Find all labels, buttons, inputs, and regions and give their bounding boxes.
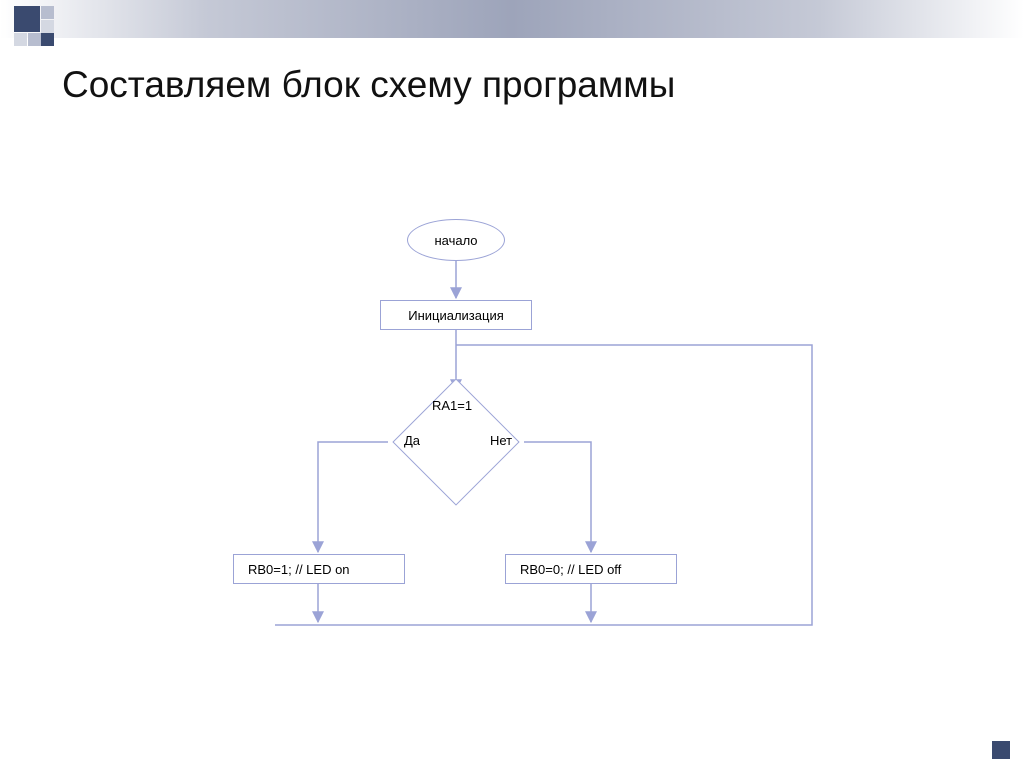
flow-node-init: Инициализация xyxy=(380,300,532,330)
flow-node-led-off-label: RB0=0; // LED off xyxy=(520,562,621,577)
flow-node-start-label: начало xyxy=(434,233,477,248)
slide-corner-dot xyxy=(992,741,1010,759)
flow-node-led-off: RB0=0; // LED off xyxy=(505,554,677,584)
flow-node-start: начало xyxy=(407,219,505,261)
slide-top-gradient xyxy=(0,0,1024,38)
slide-title: Составляем блок схему программы xyxy=(62,64,675,106)
flow-node-led-on: RB0=1; // LED on xyxy=(233,554,405,584)
flow-decision-condition: RA1=1 xyxy=(432,398,472,413)
flow-branch-no: Нет xyxy=(490,433,512,448)
flow-branch-yes: Да xyxy=(404,433,420,448)
flow-node-init-label: Инициализация xyxy=(408,308,504,323)
flowchart-edges xyxy=(0,0,1024,767)
flow-node-led-on-label: RB0=1; // LED on xyxy=(248,562,350,577)
